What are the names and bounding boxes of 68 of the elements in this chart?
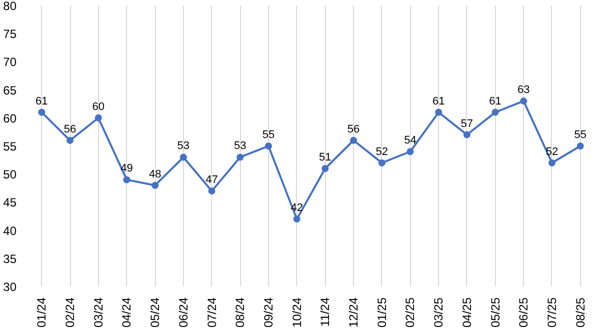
x-tick-label: 06/25 xyxy=(516,297,531,328)
data-label: 51 xyxy=(319,151,332,164)
x-tick-label: 01/25 xyxy=(374,297,389,328)
y-tick-label: 50 xyxy=(3,168,17,182)
data-label: 55 xyxy=(574,129,586,141)
x-tick-label: 02/25 xyxy=(403,297,418,328)
y-tick-label: 60 xyxy=(3,111,17,126)
point xyxy=(236,154,244,161)
point xyxy=(463,131,470,138)
data-label: 63 xyxy=(518,84,530,96)
x-tick-label: 11/24 xyxy=(318,297,332,327)
x-tick-label: 07/25 xyxy=(544,297,559,328)
point xyxy=(548,159,556,166)
data-label: 56 xyxy=(347,123,360,136)
point xyxy=(38,108,46,116)
x-tick-label: 04/24 xyxy=(120,297,134,328)
x-tick-label: 05/24 xyxy=(148,297,162,328)
data-label: 48 xyxy=(148,168,162,180)
data-label: 60 xyxy=(92,100,105,113)
data-label: 61 xyxy=(489,95,502,108)
x-tick-label: 03/25 xyxy=(432,297,446,328)
x-tick-label: 08/24 xyxy=(233,297,248,328)
data-label: 57 xyxy=(460,118,474,130)
data-label: 55 xyxy=(262,129,275,141)
point xyxy=(293,216,300,223)
point xyxy=(180,154,187,161)
point xyxy=(378,159,386,166)
point xyxy=(152,182,159,189)
point xyxy=(435,108,442,116)
x-tick-label: 10/24 xyxy=(290,297,304,328)
data-label: 47 xyxy=(206,174,218,186)
data-label: 53 xyxy=(177,140,190,152)
x-tick-label: 06/24 xyxy=(176,297,190,328)
x-tick-label: 09/24 xyxy=(261,297,276,328)
x-tick-label: 08/25 xyxy=(573,297,588,328)
data-label: 61 xyxy=(36,95,48,108)
x-tick-label: 05/25 xyxy=(488,297,502,328)
x-tick-label: 04/25 xyxy=(460,297,474,328)
y-tick-label: 65 xyxy=(3,83,17,98)
x-tick-label: 12/24 xyxy=(346,297,361,328)
point xyxy=(94,114,102,122)
point xyxy=(520,98,528,105)
data-label: 61 xyxy=(432,95,445,108)
y-tick-label: 70 xyxy=(3,55,17,70)
point xyxy=(66,136,74,144)
x-tick-label: 03/24 xyxy=(91,297,106,328)
y-tick-label: 75 xyxy=(3,27,17,42)
point xyxy=(264,142,272,150)
point xyxy=(123,176,130,184)
x-tick-label: 07/24 xyxy=(204,297,219,328)
point xyxy=(576,142,584,150)
point xyxy=(350,136,358,144)
y-tick-label: 80 xyxy=(3,0,17,13)
y-tick-label: 45 xyxy=(3,196,17,210)
point xyxy=(322,164,329,172)
y-tick-label: 35 xyxy=(3,252,17,266)
y-tick-label: 30 xyxy=(3,280,17,294)
data-label: 56 xyxy=(64,123,76,136)
point xyxy=(492,108,499,116)
x-tick-label: 01/24 xyxy=(34,297,49,328)
y-tick-label: 55 xyxy=(3,140,17,154)
y-tick-label: 40 xyxy=(3,224,17,238)
data-label: 54 xyxy=(404,134,416,147)
data-label: 53 xyxy=(234,140,246,152)
data-label: 52 xyxy=(376,146,388,158)
x-tick-label: 02/24 xyxy=(63,297,78,328)
point xyxy=(406,148,414,156)
point xyxy=(208,187,216,194)
